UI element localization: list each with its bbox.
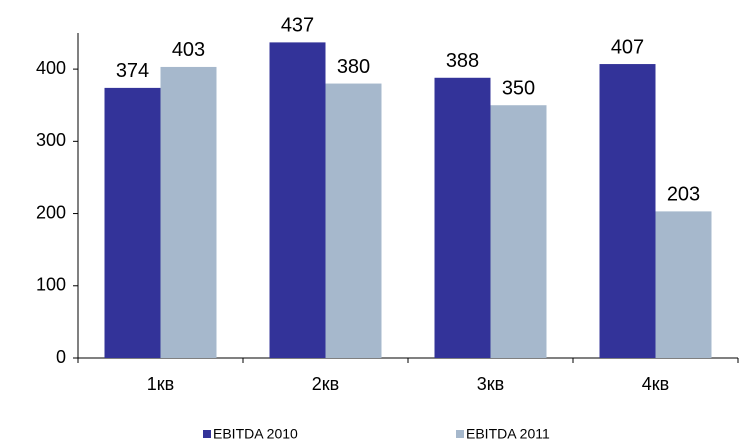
bar	[269, 42, 326, 359]
bar	[490, 105, 547, 358]
x-tick-label: 1кв	[147, 374, 174, 394]
legend-label: EBITDA 2010	[213, 426, 298, 442]
value-label: 388	[446, 50, 479, 72]
bar	[104, 87, 161, 358]
x-tick-label: 2кв	[312, 374, 339, 394]
y-tick-label: 0	[56, 347, 66, 367]
bar	[434, 77, 491, 359]
y-tick-label: 400	[36, 58, 66, 78]
legend-swatch	[203, 430, 211, 438]
value-label: 403	[172, 39, 205, 61]
legend-swatch	[456, 430, 464, 438]
value-label: 407	[611, 36, 644, 58]
value-label: 437	[281, 15, 314, 37]
value-label: 203	[667, 184, 700, 206]
value-label: 350	[502, 78, 535, 100]
bar	[655, 211, 712, 358]
x-tick-label: 4кв	[642, 374, 669, 394]
y-tick-label: 200	[36, 202, 66, 222]
bar	[325, 83, 382, 359]
bar	[160, 66, 217, 358]
value-label: 380	[337, 56, 370, 78]
y-tick-label: 300	[36, 130, 66, 150]
x-tick-label: 3кв	[477, 374, 504, 394]
bar	[599, 64, 656, 359]
value-label: 374	[116, 60, 149, 82]
y-tick-label: 100	[36, 275, 66, 295]
legend-label: EBITDA 2011	[466, 426, 550, 442]
